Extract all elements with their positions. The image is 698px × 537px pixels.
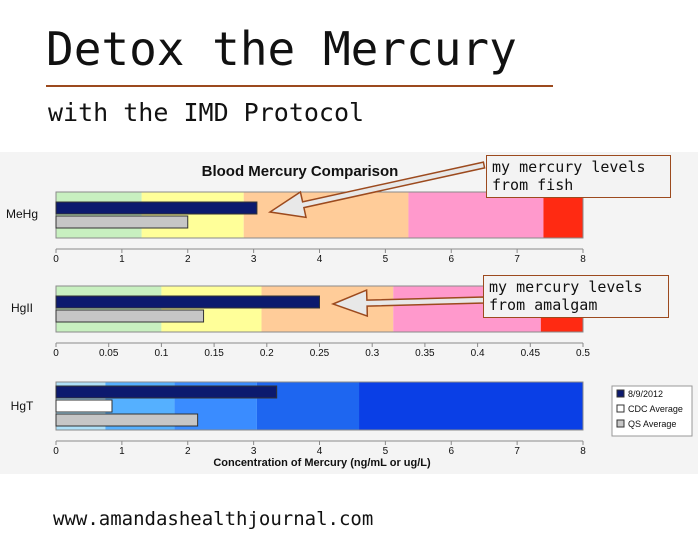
band-mehg-0 [56,192,142,238]
tick-label-mehg-8: 8 [580,254,586,265]
bar-hgt-8-9-2012 [55,385,278,399]
tick-label-hgii-4: 0.2 [260,348,274,359]
band-mehg-1 [141,192,244,238]
legend-swatch-0 [616,389,625,398]
tick-label-hgt-2: 2 [185,446,191,457]
tick-label-hgt-6: 6 [448,446,454,457]
band-hgii-0 [56,286,162,332]
tick-label-hgt-5: 5 [383,446,389,457]
tick-label-hgt-7: 7 [514,446,520,457]
band-mehg-4 [543,192,583,238]
tick-label-mehg-1: 1 [119,254,125,265]
tick-label-hgii-8: 0.4 [471,348,485,359]
category-label-hgt: HgT [11,399,34,413]
callout-fish: my mercury levels from fish [486,155,671,198]
chart-title: Blood Mercury Comparison [202,163,399,180]
tick-label-hgii-10: 0.5 [576,348,590,359]
tick-label-mehg-2: 2 [185,254,191,265]
legend-swatch-1 [616,404,625,413]
page-subtitle: with the IMD Protocol [48,98,365,127]
legend-label-0: 8/9/2012 [628,389,663,399]
tick-label-hgii-0: 0 [53,348,59,359]
band-mehg-3 [408,192,544,238]
x-axis-title: Concentration of Mercury (ng/mL or ug/L) [213,457,431,469]
tick-label-hgii-5: 0.25 [310,348,330,359]
tick-label-hgt-4: 4 [317,446,323,457]
category-label-mehg: MeHg [6,207,38,221]
legend-label-2: QS Average [628,419,676,429]
bar-hgii-8-9-2012 [55,295,320,309]
tick-label-hgii-6: 0.3 [365,348,379,359]
tick-label-hgii-3: 0.15 [204,348,224,359]
tick-label-hgt-1: 1 [119,446,125,457]
tick-label-mehg-6: 6 [448,254,454,265]
callout-amalgam: my mercury levels from amalgam [483,275,669,318]
callout-arrow-amalgam [330,288,485,318]
tick-label-hgii-1: 0.05 [99,348,119,359]
bar-hgt-cdc-average [55,399,113,413]
tick-label-hgii-7: 0.35 [415,348,435,359]
band-hgii-1 [161,286,262,332]
tick-label-hgii-9: 0.45 [521,348,541,359]
category-label-hgii: HgII [11,301,33,315]
bar-hgt-qs-average [55,413,199,427]
tick-label-mehg-4: 4 [317,254,323,265]
tick-label-mehg-3: 3 [251,254,257,265]
legend-box [611,385,693,437]
tick-label-hgt-3: 3 [251,446,257,457]
bar-mehg-qs-average [55,215,189,229]
tick-label-mehg-7: 7 [514,254,520,265]
page-title: Detox the Mercury [46,22,517,76]
tick-label-mehg-5: 5 [383,254,389,265]
title-underline [46,85,553,87]
bar-mehg-8-9-2012 [55,201,258,215]
legend-label-1: CDC Average [628,404,683,414]
tick-label-mehg-0: 0 [53,254,59,265]
bar-hgii-qs-average [55,309,205,323]
band-hgii-2 [261,286,394,332]
callout-arrow-fish [267,161,486,219]
panel-frame-mehg [55,191,584,239]
tick-label-hgt-0: 0 [53,446,59,457]
band-hgt-4 [359,382,583,430]
legend-swatch-2 [616,419,625,428]
tick-label-hgt-8: 8 [580,446,586,457]
footer-url: www.amandashealthjournal.com [53,508,374,530]
tick-label-hgii-2: 0.1 [154,348,168,359]
